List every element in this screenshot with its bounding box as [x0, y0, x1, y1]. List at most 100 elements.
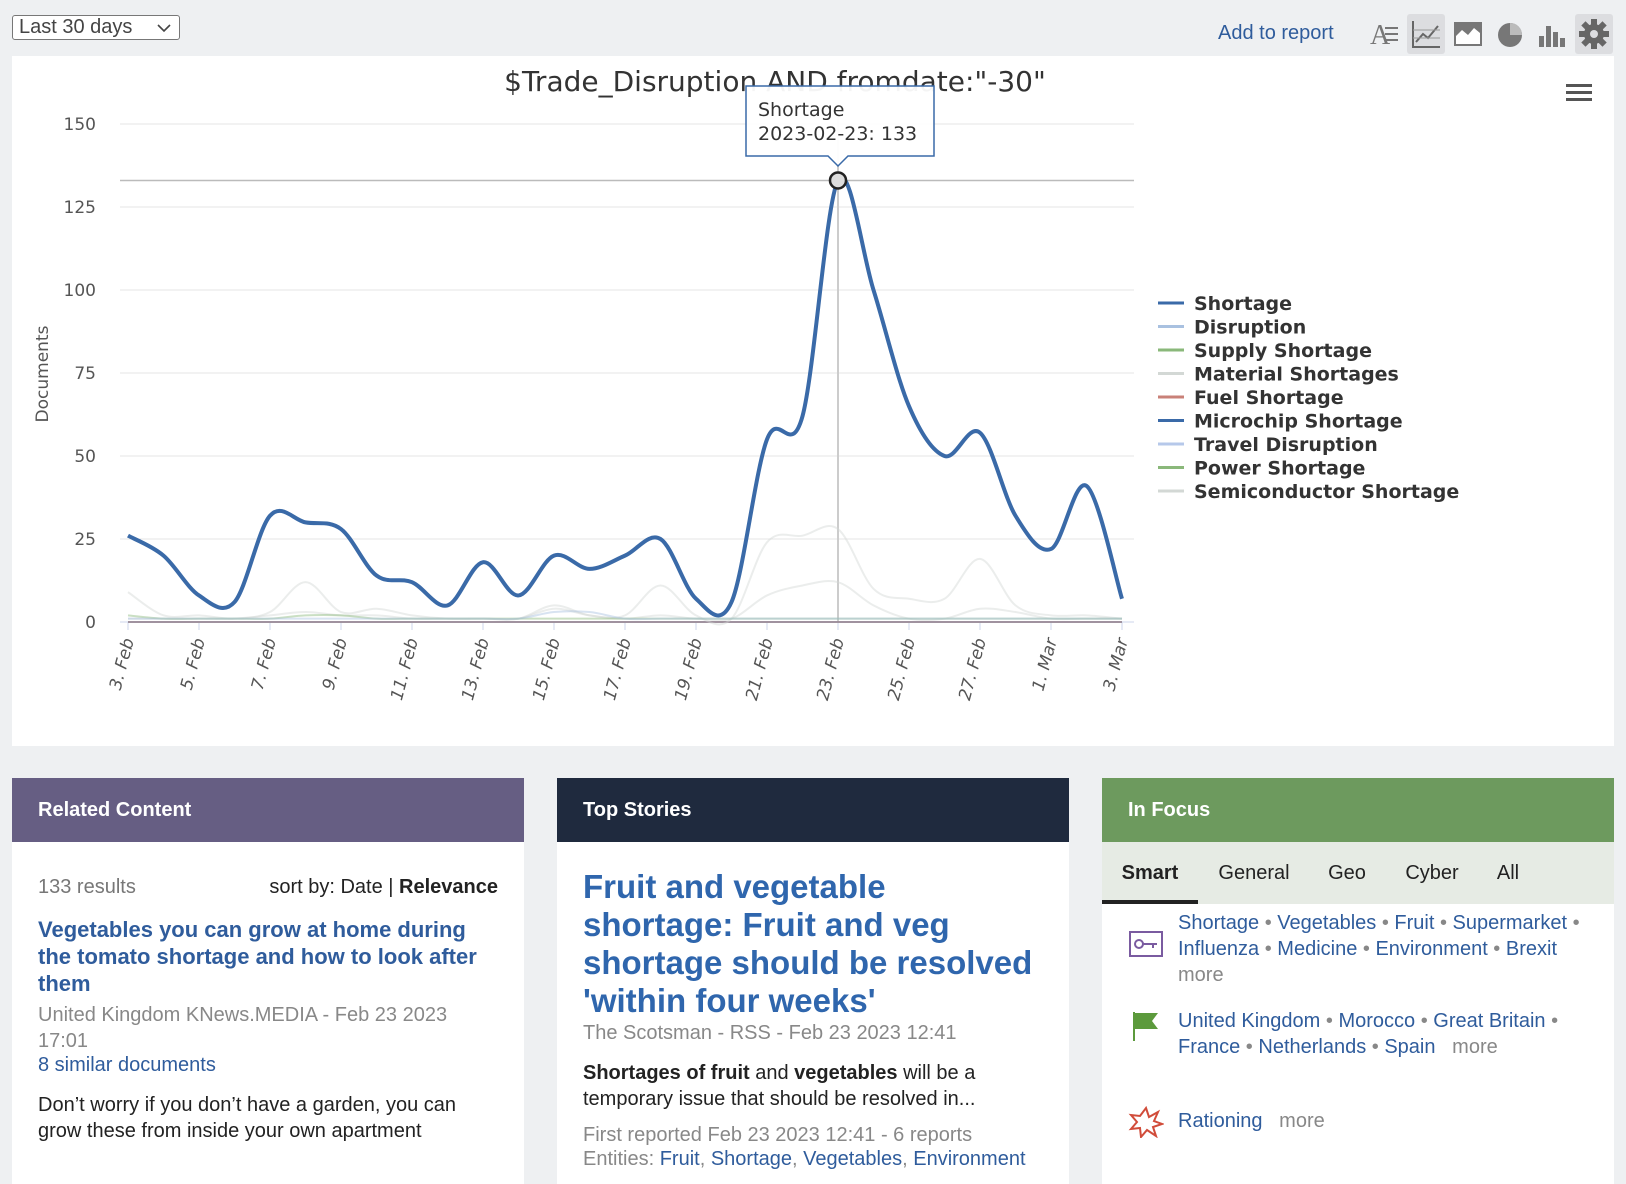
entity-link[interactable]: Environment — [913, 1148, 1026, 1170]
text-size-icon: A — [1370, 20, 1398, 50]
in-focus-header: In Focus — [1102, 778, 1614, 842]
focus-tag-link[interactable]: Vegetables — [1277, 912, 1377, 934]
x-tick-label: 1. Mar — [1029, 635, 1062, 693]
legend-item: Power Shortage — [1194, 458, 1365, 480]
x-tick-label: 27. Feb — [955, 636, 991, 702]
tag-separator: • — [1357, 938, 1376, 960]
x-tick-label: 17. Feb — [600, 636, 636, 702]
date-range-select[interactable]: Last 30 days — [12, 15, 180, 40]
chart-type-toolbar: A — [1365, 14, 1613, 56]
focus-tag-link[interactable]: Supermarket — [1452, 912, 1568, 934]
tab-general[interactable]: General — [1218, 862, 1290, 884]
chart-panel: $Trade_Disruption AND fromdate:"-30" 0 25 5… — [12, 56, 1614, 746]
x-tick-label: 25. Feb — [884, 636, 920, 702]
pie-chart-button[interactable] — [1491, 14, 1529, 54]
focus-tag-link[interactable]: Spain — [1384, 1036, 1436, 1058]
focus-places-row: United Kingdom • Morocco • Great Britain… — [1178, 1008, 1598, 1060]
top-toolbar: Last 30 days Add to report A — [0, 0, 1626, 56]
entity-link[interactable]: Fruit — [659, 1148, 700, 1170]
sort-relevance-link[interactable]: Relevance — [399, 876, 498, 898]
series-line-material-shortages — [127, 525, 1123, 626]
x-tick-label: 13. Feb — [458, 636, 494, 702]
focus-tag-link[interactable]: Morocco — [1338, 1010, 1416, 1032]
x-tick-label: 19. Feb — [671, 636, 707, 702]
line-chart-button[interactable] — [1407, 14, 1445, 54]
in-focus-panel: In Focus Smart General Geo Cyber All Sho… — [1102, 778, 1614, 1184]
sort-date-link[interactable]: sort by: Date | — [269, 876, 400, 898]
trend-chart: $Trade_Disruption AND fromdate:"-30"0255… — [33, 65, 1459, 703]
tab-geo[interactable]: Geo — [1328, 862, 1366, 884]
entity-link[interactable]: Shortage — [710, 1148, 792, 1170]
more-link[interactable]: more — [1435, 1036, 1498, 1058]
focus-tag-link[interactable]: Netherlands — [1258, 1036, 1367, 1058]
x-tick-label: 3. Mar — [1100, 635, 1133, 693]
snippet-highlight: Shortages of fruit — [583, 1062, 750, 1084]
focus-tag-link[interactable]: Influenza — [1178, 938, 1260, 960]
area-chart-button[interactable] — [1449, 14, 1487, 54]
tab-cyber[interactable]: Cyber — [1405, 862, 1459, 884]
flag-icon — [1133, 1012, 1158, 1041]
focus-tag-link[interactable]: Medicine — [1277, 938, 1358, 960]
top-stories-header: Top Stories — [557, 778, 1069, 842]
tab-all[interactable]: All — [1496, 862, 1520, 884]
x-tick-label: 23. Feb — [813, 636, 849, 702]
add-to-report-link[interactable]: Add to report — [1218, 22, 1334, 44]
bar-chart-button[interactable] — [1533, 14, 1571, 54]
story-entities: Entities: Fruit, Shortage, Vegetables, E… — [583, 1148, 1026, 1170]
legend-item: Microchip Shortage — [1194, 411, 1403, 433]
entities-label: Entities: — [583, 1148, 660, 1170]
hamburger-menu-icon[interactable] — [1564, 80, 1594, 106]
legend-item: Fuel Shortage — [1194, 387, 1344, 409]
snippet-text: will be a temporary issue that should be… — [583, 1062, 976, 1110]
chevron-down-icon — [157, 24, 171, 33]
series-line-supply-shortage — [127, 613, 1122, 620]
related-content-header: Related Content — [12, 778, 524, 842]
related-item-title[interactable]: Vegetables you can grow at home during t… — [38, 917, 477, 996]
focus-tag-link[interactable]: Great Britain — [1433, 1010, 1546, 1032]
y-tick-label: 25 — [74, 530, 96, 550]
tag-separator: • — [1259, 938, 1278, 960]
focus-tag-link[interactable]: Rationing — [1178, 1110, 1263, 1132]
snippet-text: and — [749, 1062, 795, 1084]
tag-separator: • — [1487, 938, 1506, 960]
in-focus-tabs: Smart General Geo Cyber All — [1102, 842, 1614, 904]
text-size-button[interactable]: A — [1365, 14, 1403, 54]
tooltip-box — [745, 85, 935, 168]
focus-tag-link[interactable]: Shortage — [1178, 912, 1260, 934]
series-line-shortage — [127, 175, 1124, 618]
focus-tag-link[interactable]: Fruit — [1394, 912, 1435, 934]
tag-separator: • — [1545, 1010, 1559, 1032]
line-chart-icon — [1412, 21, 1440, 48]
related-item-snippet: Don’t worry if you don’t have a garden, … — [38, 1094, 457, 1142]
legend-item: Supply Shortage — [1194, 340, 1372, 362]
top-story-snippet: Shortages of fruit and vegetables will b… — [583, 1060, 1043, 1112]
legend-item: Travel Disruption — [1194, 434, 1378, 456]
top-story-title[interactable]: Fruit and vegetable shortage: Fruit and … — [583, 868, 1033, 1019]
y-tick-label: 125 — [64, 198, 96, 218]
more-link[interactable]: more — [1262, 1110, 1325, 1132]
related-item-source: United Kingdom KNews.MEDIA - Feb 23 2023… — [38, 1004, 448, 1052]
focus-tag-link[interactable]: Environment — [1375, 938, 1488, 960]
area-chart-icon — [1454, 22, 1482, 46]
date-range-value: Last 30 days — [19, 16, 133, 38]
tag-separator: • — [1567, 912, 1580, 934]
legend-item: Disruption — [1194, 317, 1306, 339]
tooltip-value: 2023-02-23: 133 — [758, 123, 917, 145]
focus-tag-link[interactable]: Brexit — [1505, 938, 1557, 960]
first-reported: First reported Feb 23 2023 12:41 - 6 rep… — [583, 1124, 973, 1146]
focus-topics-row: Shortage • Vegetables • Fruit • Supermar… — [1178, 910, 1598, 988]
x-tick-label: 15. Feb — [529, 636, 565, 702]
y-tick-label: 100 — [64, 281, 96, 301]
tab-smart[interactable]: Smart — [1102, 842, 1198, 904]
focus-tag-link[interactable]: United Kingdom — [1178, 1010, 1321, 1032]
similar-documents-link[interactable]: 8 similar documents — [38, 1054, 216, 1076]
snippet-highlight: vegetables — [794, 1062, 898, 1084]
more-link[interactable]: more — [1178, 938, 1569, 986]
y-tick-label: 150 — [64, 115, 96, 135]
focus-tag-link[interactable]: France — [1178, 1036, 1241, 1058]
top-stories-panel: Top Stories Fruit and vegetable shortage… — [557, 778, 1069, 1184]
related-content-panel: Related Content 133 results sort by: Dat… — [12, 778, 524, 1184]
settings-button[interactable] — [1575, 14, 1613, 54]
entity-link[interactable]: Vegetables — [803, 1148, 903, 1170]
tag-separator: • — [1415, 1010, 1434, 1032]
